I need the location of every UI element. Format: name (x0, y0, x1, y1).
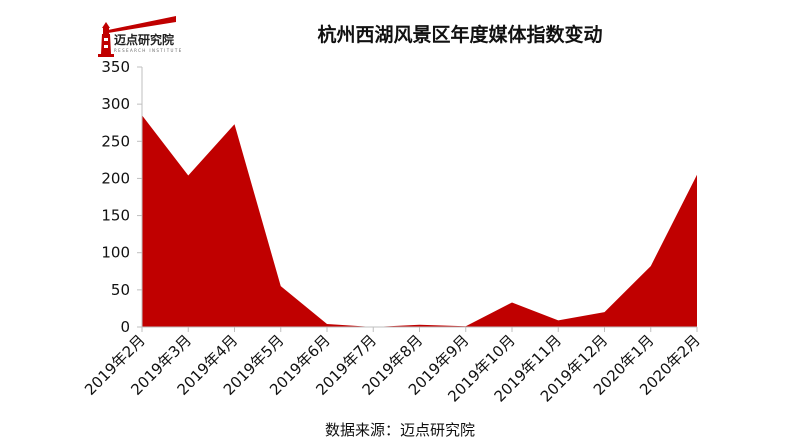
logo-subtitle: RESEARCH INSTITUTE (114, 48, 183, 53)
y-tick-label: 150 (101, 207, 130, 225)
lighthouse-icon (98, 16, 176, 57)
series-area-0 (142, 115, 697, 328)
source-label: 数据来源：迈点研究院 (324, 421, 475, 439)
chart-title: 杭州西湖风景区年度媒体指数变动 (317, 24, 603, 46)
y-tick-label: 350 (101, 58, 130, 76)
y-tick-label: 50 (111, 281, 130, 299)
y-tick-label: 200 (101, 169, 130, 187)
logo-name: 迈点研究院 (114, 33, 175, 47)
y-tick-label: 100 (101, 244, 130, 262)
y-tick-label: 300 (101, 95, 130, 113)
y-tick-label: 250 (101, 132, 130, 150)
y-tick-label: 0 (120, 318, 130, 336)
